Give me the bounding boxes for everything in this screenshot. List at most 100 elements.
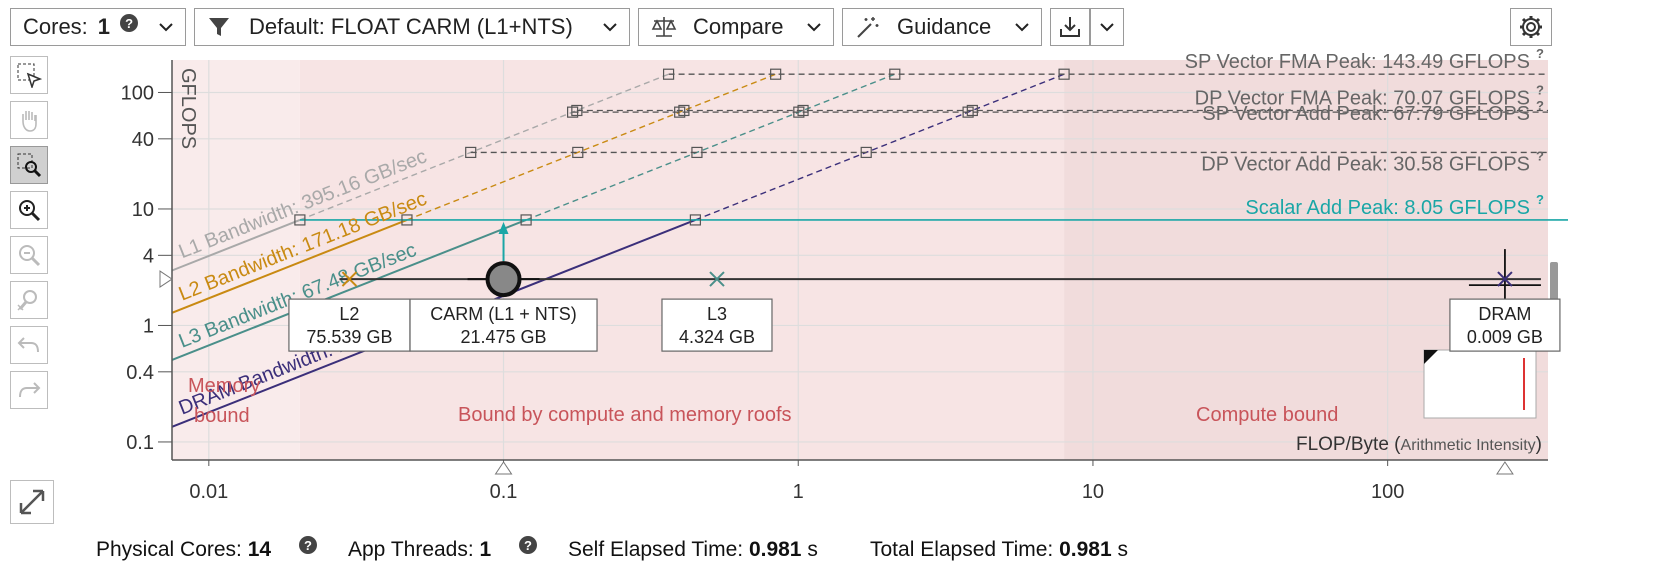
export-menu-button[interactable] [1090,8,1124,46]
minimap-corner-icon [1424,350,1438,364]
zoom-reset-tool-button[interactable] [10,281,48,319]
compute-bound-label: Compute bound [1196,404,1338,426]
zoom-out-tool-button[interactable] [10,236,48,274]
zoom-in-icon [16,197,42,223]
filter-label: Default: FLOAT CARM (L1+NTS) [249,14,573,39]
gear-icon [1518,14,1544,40]
roof-intersection-marker [689,214,701,226]
memory-bound-region [172,60,300,460]
bandwidth-roof-line [171,219,301,272]
cores-value: 1 [97,14,111,39]
roof-intersection-marker [465,146,477,159]
point-label-name: DRAM [1478,304,1531,324]
x-tick-label: 1 [793,481,804,503]
zoom-reset-icon [16,287,42,313]
roof-label[interactable]: DP Vector FMA Peak: 70.07 GFLOPS [1195,87,1530,109]
total-elapsed-stat: Total Elapsed Time: 0.981 s [870,538,1128,562]
total-elapsed-unit: s [1117,538,1129,561]
chevron-down-icon [1013,22,1031,32]
chevron-down-icon [157,22,175,32]
scale-icon [651,15,677,39]
roof-intersection-marker [520,214,532,226]
roof-intersection-marker [662,68,675,80]
x-axis-label: FLOP/Byte (Arithmetic Intensity) [1296,434,1542,455]
export-icon [1058,15,1082,39]
bandwidth-roof-line [171,219,527,361]
total-elapsed-value: 0.981 [1059,538,1112,561]
undo-tool-button[interactable] [10,326,48,364]
y-tick-label: 10 [132,199,154,221]
help-icon[interactable]: ? [1536,98,1544,113]
zoom-select-tool-button[interactable] [10,146,48,184]
roof-intersection-marker [294,214,306,226]
dram-point [1497,271,1513,287]
point-label-traffic: 21.475 GB [460,327,546,347]
point-label-traffic: 4.324 GB [679,327,755,347]
carm-point [485,261,522,298]
hand-icon [16,107,42,133]
roof-intersection-marker [567,106,579,118]
point-label-name: CARM (L1 + NTS) [430,304,577,324]
roof-label[interactable]: DP Vector Add Peak: 30.58 GFLOPS [1201,153,1530,175]
help-icon[interactable]: ? [1536,82,1544,97]
roof-intersection-marker [571,104,583,117]
y-tick-label: 100 [121,82,154,104]
roof-label[interactable]: SP Vector FMA Peak: 143.49 GFLOPS [1185,51,1530,73]
roof-intersection-marker [691,146,703,159]
settings-button[interactable] [1510,8,1552,46]
roof-intersection-marker [889,68,901,80]
roof-intersection-marker [678,104,690,117]
self-elapsed-stat: Self Elapsed Time: 0.981 s [568,538,818,562]
x-tick-label: 100 [1371,481,1404,503]
self-elapsed-label: Self Elapsed Time: [568,538,744,561]
point-label-name: L2 [339,304,359,324]
help-icon[interactable]: ? [1536,148,1544,163]
select-tool-button[interactable] [10,56,48,94]
roof-intersection-marker [793,106,805,118]
help-icon[interactable]: ? [120,14,139,32]
self-elapsed-unit: s [807,538,818,561]
filter-dropdown[interactable]: Default: FLOAT CARM (L1+NTS) [194,8,630,46]
zoom-out-icon [16,242,42,268]
magic-wand-icon [855,15,881,39]
roof-intersection-marker [797,104,809,117]
y-axis-label: GFLOPS [177,68,199,149]
resize-handle [1550,262,1558,302]
y-tick-label: 0.4 [126,362,154,384]
chevron-down-icon [1100,22,1114,32]
help-icon[interactable]: ? [519,536,537,554]
roof-label[interactable]: SP Vector Add Peak: 67.79 GFLOPS [1202,103,1530,125]
zoom-in-tool-button[interactable] [10,191,48,229]
x-axis-marker-icon [1495,461,1514,475]
cores-dropdown[interactable]: Cores: 1 ? [10,8,186,46]
redo-tool-button[interactable] [10,371,48,409]
marquee-select-icon [16,62,42,88]
roof-label[interactable]: Scalar Add Peak: 8.05 GFLOPS [1245,197,1530,219]
roof-intersection-marker [962,106,974,118]
expand-button[interactable] [10,480,54,524]
filter-icon [207,15,231,39]
chevron-down-icon [601,22,619,32]
y-tick-label: 0.1 [126,432,154,454]
app-threads-label: App Threads: [348,538,474,561]
bandwidth-roof-extension [299,73,669,221]
minimap-thumbnail [1423,349,1537,419]
pan-tool-button[interactable] [10,101,48,139]
export-button[interactable] [1050,8,1090,46]
arrowhead-icon [498,221,509,234]
help-icon[interactable]: ? [1536,192,1544,207]
bandwidth-roof-line [171,219,408,314]
help-icon[interactable]: ? [1536,46,1544,61]
app-threads-stat: App Threads: 1 [348,538,491,562]
y-tick-label: 4 [143,245,154,267]
help-icon[interactable]: ? [299,536,317,554]
point-label-name: L3 [707,304,727,324]
compare-dropdown[interactable]: Compare [638,8,834,46]
compare-label: Compare [693,14,784,39]
guidance-dropdown[interactable]: Guidance [842,8,1042,46]
cores-label: Cores: [23,14,88,39]
total-elapsed-label: Total Elapsed Time: [870,538,1054,561]
roof-intersection-marker [860,146,872,159]
memory-level-point [709,271,725,287]
